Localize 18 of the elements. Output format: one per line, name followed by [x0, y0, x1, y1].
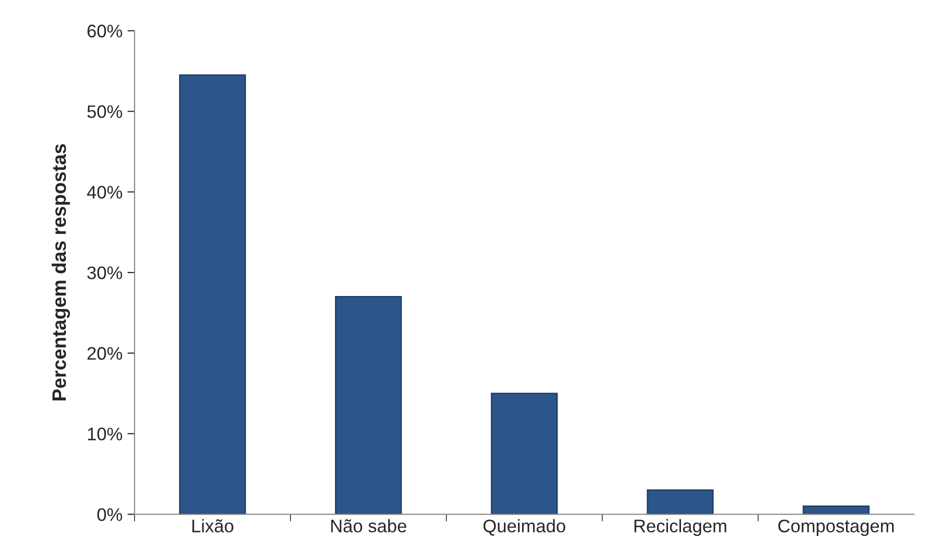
x-tick-label: Lixão [192, 519, 234, 532]
x-tick-label: Queimado [484, 519, 566, 536]
y-axis-title: Percentagem das respostas [52, 144, 70, 400]
y-tick-label: 10% [88, 428, 122, 440]
bar [490, 392, 558, 514]
y-tick-label: 50% [87, 105, 122, 118]
x-tick-label: Reciclagem [634, 519, 726, 536]
bar [334, 296, 402, 514]
y-tick-label: 30% [87, 266, 122, 280]
bar [646, 489, 714, 514]
y-tick-label: 60% [88, 24, 122, 38]
x-tick-label: Não sabe [331, 519, 406, 532]
bar [179, 74, 246, 514]
y-tick-label: 40% [87, 186, 122, 199]
y-tick-label: 0% [97, 508, 122, 521]
bar [802, 506, 870, 514]
y-tick-label: 20% [88, 347, 122, 360]
x-tick-label: Compostagem [778, 520, 894, 536]
